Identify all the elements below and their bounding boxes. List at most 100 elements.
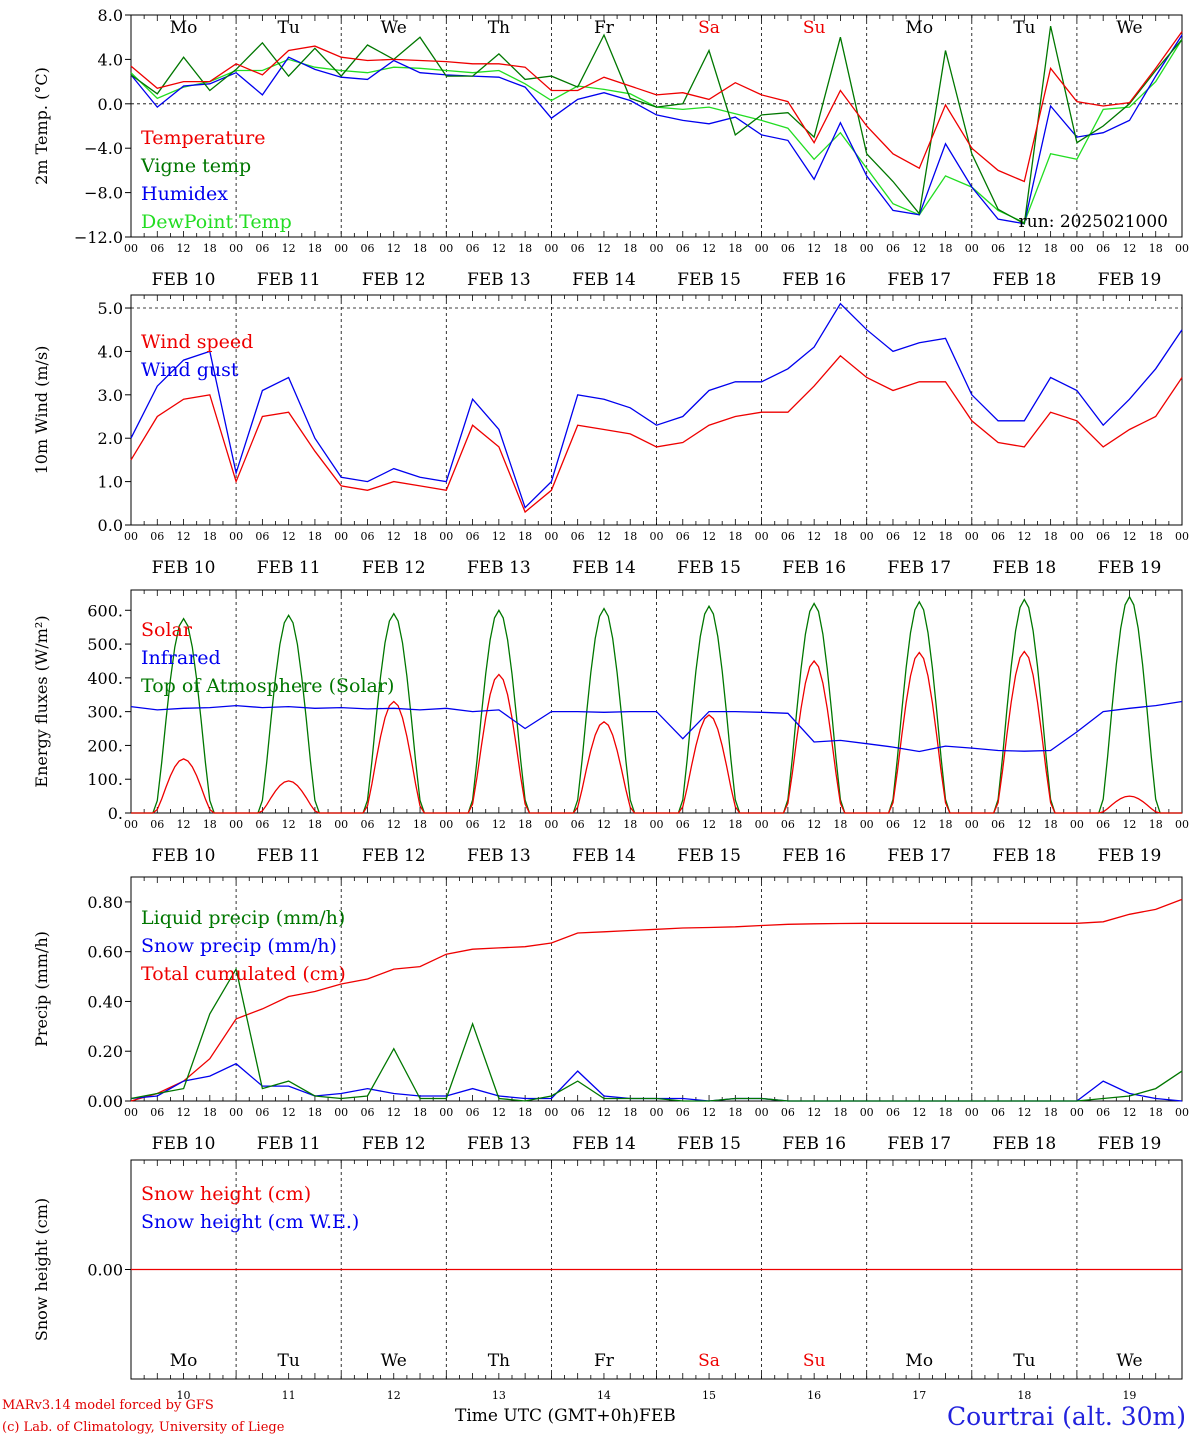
weekday-label: We: [381, 18, 407, 38]
hour-tick-label: 12: [177, 1106, 191, 1119]
date-label: FEB 13: [467, 1134, 531, 1154]
date-label: FEB 17: [887, 846, 951, 866]
date-label: FEB 14: [572, 558, 636, 578]
hour-tick-label: 18: [203, 530, 217, 543]
hour-tick-label: 12: [282, 1106, 296, 1119]
hour-tick-label: 12: [807, 1106, 821, 1119]
hour-tick-label: 18: [308, 530, 322, 543]
series-line-infrared: [130, 700, 1183, 753]
hour-tick-label: 00: [860, 818, 874, 831]
hour-tick-label: 18: [413, 530, 427, 543]
weekday-label: Su: [803, 1351, 826, 1371]
hour-tick-label: 06: [781, 1106, 795, 1119]
hour-tick-label: 06: [150, 242, 164, 255]
hour-tick-label: 00: [755, 242, 769, 255]
hour-tick-label: 18: [728, 818, 742, 831]
hour-tick-label: 12: [912, 818, 926, 831]
y-tick-label: 600.: [87, 601, 123, 620]
y-axis-title: 2m Temp. (°C): [32, 67, 51, 185]
date-label: FEB 11: [257, 270, 321, 290]
day-number-label: 15: [702, 1389, 716, 1402]
legend-entry: Snow height (cm): [141, 1183, 311, 1205]
y-axis-title: Snow height (cm): [32, 1198, 51, 1341]
hour-tick-label: 12: [282, 818, 296, 831]
hour-tick-label: 12: [702, 242, 716, 255]
hour-tick-label: 18: [1149, 530, 1163, 543]
date-label: FEB 17: [887, 558, 951, 578]
hour-tick-label: 06: [255, 242, 269, 255]
hour-tick-label: 12: [1122, 530, 1136, 543]
date-label: FEB 10: [152, 270, 216, 290]
hour-tick-label: 18: [413, 242, 427, 255]
hour-tick-label: 06: [571, 242, 585, 255]
legend-entry: Humidex: [141, 183, 228, 205]
hour-tick-label: 12: [1017, 242, 1031, 255]
legend-entry: Wind gust: [141, 359, 239, 381]
date-label: FEB 11: [257, 558, 321, 578]
hour-tick-label: 18: [308, 242, 322, 255]
y-tick-label: 5.0: [98, 299, 123, 318]
series-line-liquid-precip-mm-h-: [130, 967, 1183, 1102]
weekday-label: Fr: [594, 18, 615, 38]
legend-entry: Wind speed: [141, 331, 253, 353]
y-tick-label: −4.0: [84, 139, 123, 158]
hour-tick-label: 06: [466, 242, 480, 255]
hour-tick-label: 18: [413, 1106, 427, 1119]
hour-tick-label: 06: [255, 1106, 269, 1119]
hour-tick-label: 06: [150, 818, 164, 831]
hour-tick-label: 12: [1122, 242, 1136, 255]
hour-tick-label: 00: [544, 530, 558, 543]
date-label: FEB 18: [992, 846, 1056, 866]
hour-tick-label: 06: [886, 242, 900, 255]
hour-tick-label: 06: [255, 530, 269, 543]
hour-tick-label: 00: [439, 1106, 453, 1119]
panel-1: 00 06 12 18 00 06 12 18 00 06 12 18 00 06 12 18 00 06 12 18…: [32, 294, 1189, 578]
weekday-label: Su: [803, 18, 826, 38]
hour-tick-label: 12: [912, 530, 926, 543]
day-number-label: 11: [282, 1389, 296, 1402]
hour-tick-label: 18: [728, 530, 742, 543]
hour-tick-label: 00: [965, 818, 979, 831]
hour-tick-label: 00: [334, 818, 348, 831]
date-label: FEB 14: [572, 270, 636, 290]
y-tick-label: 200.: [87, 736, 123, 755]
hour-tick-label: 18: [939, 242, 953, 255]
hour-tick-label: 12: [282, 530, 296, 543]
hour-tick-label: 00: [1070, 818, 1084, 831]
date-label: FEB 16: [782, 846, 846, 866]
y-axis-title: Energy fluxes (W/m²): [32, 615, 51, 787]
date-label: FEB 19: [1098, 558, 1162, 578]
hour-tick-label: 00: [439, 530, 453, 543]
hour-tick-label: 06: [360, 530, 374, 543]
hour-tick-label: 00: [650, 818, 664, 831]
hour-tick-label: 00: [860, 1106, 874, 1119]
date-label: FEB 17: [887, 270, 951, 290]
hour-tick-label: 12: [597, 530, 611, 543]
hour-tick-label: 18: [939, 530, 953, 543]
hour-tick-label: 00: [1070, 1106, 1084, 1119]
hour-tick-label: 18: [518, 818, 532, 831]
hour-tick-label: 18: [518, 1106, 532, 1119]
hour-tick-label: 00: [755, 1106, 769, 1119]
legend-entry: Temperature: [141, 127, 265, 149]
hour-tick-label: 18: [833, 242, 847, 255]
hour-tick-label: 06: [1096, 818, 1110, 831]
date-label: FEB 10: [152, 558, 216, 578]
hour-tick-label: 18: [1149, 818, 1163, 831]
hour-tick-label: 18: [939, 818, 953, 831]
date-label: FEB 19: [1098, 270, 1162, 290]
date-label: FEB 18: [992, 558, 1056, 578]
date-label: FEB 18: [992, 1134, 1056, 1154]
hour-tick-label: 18: [833, 818, 847, 831]
series-line-temperature: [130, 31, 1183, 183]
legend-entry: DewPoint Temp: [141, 211, 292, 233]
hour-tick-label: 06: [571, 1106, 585, 1119]
hour-tick-label: 12: [597, 818, 611, 831]
date-label: FEB 16: [782, 558, 846, 578]
hour-tick-label: 06: [886, 530, 900, 543]
day-number-label: 16: [807, 1389, 821, 1402]
weekday-label: Mo: [905, 18, 933, 38]
date-label: FEB 15: [677, 846, 741, 866]
hour-tick-label: 12: [492, 1106, 506, 1119]
